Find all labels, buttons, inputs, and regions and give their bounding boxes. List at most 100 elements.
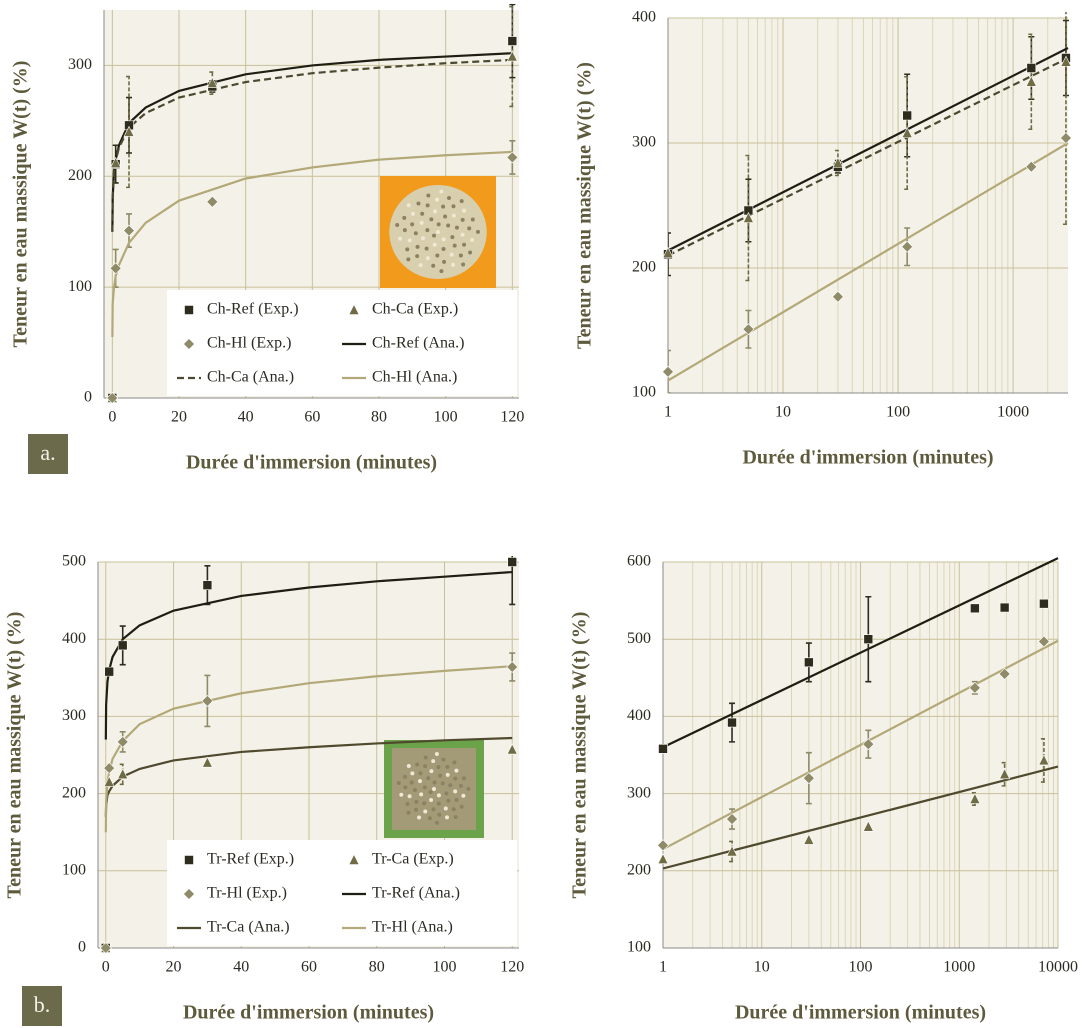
y-tick-label: 300 (627, 784, 651, 801)
photo-speck (410, 211, 415, 216)
legend-swatch (348, 853, 360, 865)
data-point (506, 151, 519, 164)
y-tick-label: 500 (62, 553, 86, 570)
photo-speck (453, 789, 458, 794)
photo-speck (418, 771, 423, 776)
data-point (506, 743, 518, 755)
legend-label: Ch-Hl (Exp.) (207, 335, 291, 352)
data-point (103, 762, 116, 775)
photo-speck (460, 217, 465, 222)
photo-speck (415, 244, 420, 249)
photo-speck (434, 820, 439, 825)
data-point (832, 290, 844, 303)
photo-speck (402, 774, 407, 779)
x-tick-label: 60 (304, 409, 320, 426)
x-tick-label: 0 (102, 959, 110, 976)
y-tick-label: 100 (632, 384, 656, 401)
photo-speck (451, 213, 456, 218)
photo-speck (461, 793, 466, 798)
x-tick-label: 1000 (997, 404, 1029, 421)
photo-speck (402, 215, 407, 220)
photo-speck (417, 779, 422, 784)
error-bar (729, 840, 736, 863)
x-tick-label: 100 (432, 959, 456, 976)
plot-layer (111, 4, 516, 338)
photo-speck (429, 769, 434, 774)
x-axis-title: Durée d'immersion (minutes) (742, 447, 993, 469)
photo-speck (444, 791, 449, 796)
x-tick-label: 120 (500, 409, 524, 426)
data-point (999, 768, 1011, 780)
y-axis-title: Teneur en eau massique W(t) (%) (574, 62, 596, 349)
photo-speck (432, 242, 437, 247)
x-tick-label: 1000 (943, 959, 975, 976)
photo-speck (454, 225, 459, 230)
photo-speck (426, 193, 431, 198)
x-axis-title: Durée d'immersion (minutes) (186, 452, 437, 474)
photo-speck (441, 237, 446, 242)
photo-speck (425, 256, 430, 261)
photo-speck (395, 223, 400, 228)
photo-speck (437, 812, 442, 817)
legend-label: Tr-Ref (Ana.) (372, 885, 460, 902)
data-point (970, 603, 980, 614)
y-tick-label: 600 (627, 553, 651, 570)
error-bar (1028, 33, 1035, 131)
y-tick-label: 400 (627, 707, 651, 724)
photo-speck (452, 760, 457, 765)
error-bar (1001, 761, 1008, 787)
data-point (1025, 160, 1038, 173)
error-bar (119, 763, 126, 786)
photo-speck (420, 211, 425, 216)
photo-speck (448, 783, 453, 788)
fit-line (663, 639, 1059, 851)
photo-speck (439, 189, 444, 194)
x-tick-label: 100 (849, 959, 873, 976)
legend-label: Ch-Hl (Ana.) (372, 369, 457, 386)
y-tick-label: 200 (62, 784, 86, 801)
photo-speck (413, 231, 418, 236)
legend-swatch (184, 855, 194, 865)
photo-speck (451, 807, 456, 812)
data-point (662, 365, 674, 378)
x-tick-label: 120 (500, 959, 524, 976)
x-tick-label: 10000 (1038, 959, 1078, 976)
data-point (123, 125, 135, 137)
photo-speck (406, 203, 411, 208)
photo-speck (470, 217, 475, 222)
photo-speck (462, 208, 467, 213)
photo-speck (431, 807, 436, 812)
photo-speck (451, 262, 456, 267)
y-tick-label: 0 (84, 389, 92, 406)
photo-speck (436, 793, 441, 798)
y-tick-label: 300 (68, 56, 92, 73)
photo-speck (443, 806, 448, 811)
photo-speck (421, 236, 426, 241)
photo-speck (475, 229, 480, 234)
photo-speck (406, 257, 411, 262)
photo-speck (432, 780, 437, 785)
photo-speck (445, 772, 450, 777)
data-point (998, 668, 1011, 680)
x-tick-label: 80 (369, 959, 385, 976)
photo-speck (458, 253, 463, 258)
data-point (832, 156, 844, 168)
data-point (742, 211, 754, 223)
fit-line (104, 570, 513, 740)
photo-speck (468, 250, 473, 255)
plot-layer (104, 556, 516, 833)
photo-speck (441, 757, 446, 762)
photo-speck (402, 228, 407, 233)
photo-speck (470, 237, 475, 242)
photo-speck (461, 776, 466, 781)
legend-swatch (184, 305, 194, 315)
error-bar (668, 349, 671, 393)
x-tick-label: 60 (301, 959, 317, 976)
data-point (202, 580, 213, 590)
photo-speck (431, 759, 436, 764)
photo-speck (423, 755, 428, 760)
photo-speck (459, 804, 464, 809)
data-point (727, 717, 737, 728)
plot-layer (663, 557, 1059, 870)
photo-speck (419, 220, 424, 225)
